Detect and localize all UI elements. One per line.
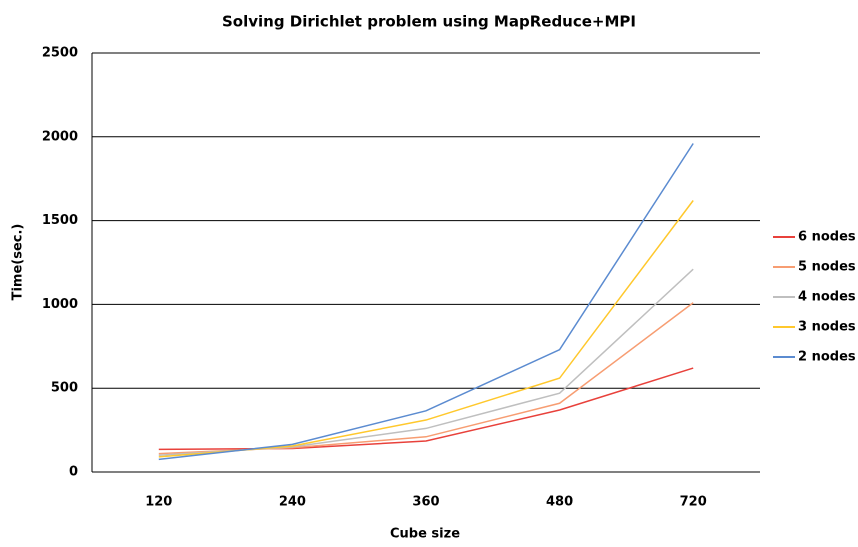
y-tick-label: 1500 [42,213,78,228]
y-tick-label: 2000 [42,129,78,144]
legend-label: 6 nodes [798,230,856,245]
x-tick-label: 240 [279,495,306,510]
series-line [158,200,694,458]
y-tick-label: 1000 [42,297,78,312]
y-tick-label: 0 [69,465,78,480]
x-tick-label: 360 [412,495,439,510]
x-tick-label: 480 [546,495,573,510]
legend-label: 5 nodes [798,260,856,275]
legend-label: 4 nodes [798,290,856,305]
x-tick-label: 120 [145,495,172,510]
series-line [158,143,694,461]
chart-title: Solving Dirichlet problem using MapReduc… [222,13,636,31]
y-axis-label: Time(sec.) [11,224,26,301]
series-line [158,302,694,455]
legend-label: 2 nodes [798,350,856,365]
legend-label: 3 nodes [798,320,856,335]
x-tick-label: 720 [680,495,707,510]
x-axis-label: Cube size [390,527,460,542]
y-tick-label: 2500 [42,46,78,61]
y-tick-label: 500 [51,381,78,396]
